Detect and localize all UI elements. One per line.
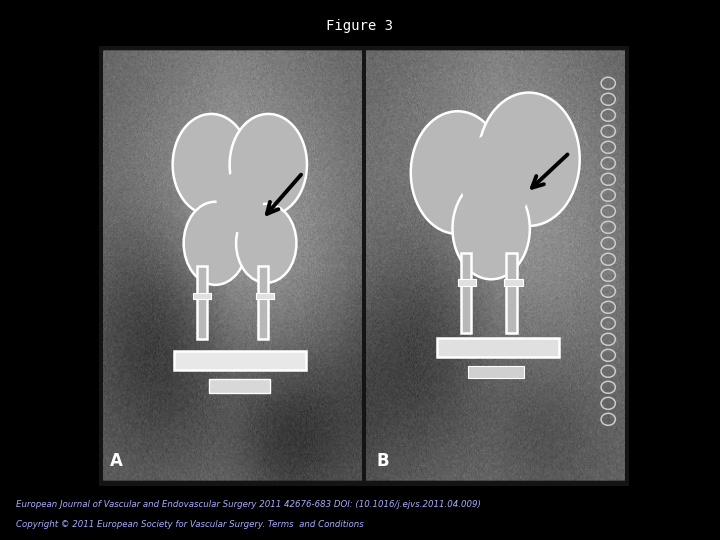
Bar (468, 366, 523, 378)
Bar (505, 279, 523, 286)
Bar (197, 266, 207, 339)
Text: Copyright © 2011 European Society for Vascular Surgery. Terms  and Conditions: Copyright © 2011 European Society for Va… (16, 520, 364, 529)
Circle shape (230, 114, 307, 215)
Bar (258, 266, 269, 339)
Text: A: A (109, 452, 122, 470)
Bar (506, 253, 517, 333)
Bar (437, 338, 559, 356)
Text: B: B (376, 452, 389, 470)
Bar (174, 352, 306, 370)
Circle shape (411, 111, 505, 234)
Circle shape (452, 178, 530, 279)
Text: Figure 3: Figure 3 (326, 19, 394, 33)
Bar (193, 293, 211, 299)
Circle shape (461, 133, 532, 226)
Circle shape (173, 114, 250, 215)
Circle shape (236, 204, 297, 283)
Bar (210, 379, 270, 393)
Circle shape (478, 92, 580, 226)
Circle shape (217, 172, 263, 232)
Bar (458, 279, 476, 286)
Bar (256, 293, 274, 299)
Text: European Journal of Vascular and Endovascular Surgery 2011 42676-683 DOI: (10.10: European Journal of Vascular and Endovas… (16, 500, 481, 509)
Bar (461, 253, 471, 333)
Circle shape (184, 202, 247, 285)
